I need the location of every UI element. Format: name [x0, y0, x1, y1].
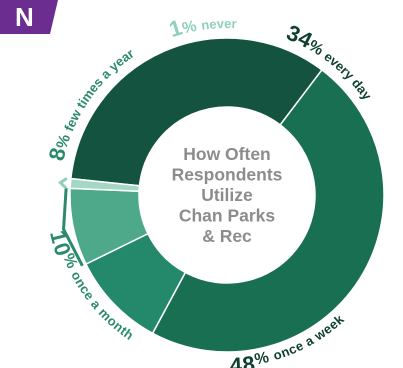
center-title-line: How Often — [183, 144, 271, 164]
center-title-line: & Rec — [202, 226, 252, 246]
slice-value: 48 — [229, 351, 256, 368]
slice-once-a-week — [151, 68, 385, 353]
never-connector — [58, 176, 68, 190]
slice-every-day — [70, 37, 323, 187]
slice-value: 8 — [44, 145, 71, 163]
slice-unit: % — [54, 127, 76, 151]
slice-unit: % — [181, 17, 203, 37]
center-title-line: Chan Parks — [179, 206, 276, 226]
label-connectors — [58, 176, 84, 267]
badge-letter: N — [15, 2, 34, 32]
slice-unit: % — [59, 251, 82, 275]
slice-category: never — [200, 16, 237, 33]
section-badge: N — [0, 0, 58, 34]
donut-slices — [69, 37, 385, 353]
slice-never — [69, 177, 141, 193]
slice-value: 1 — [166, 15, 185, 43]
badge-shape — [0, 0, 58, 34]
center-title-line: Respondents — [172, 165, 283, 185]
center-title-line: Utilize — [201, 185, 253, 205]
few-times-a-year-connector — [62, 188, 84, 267]
